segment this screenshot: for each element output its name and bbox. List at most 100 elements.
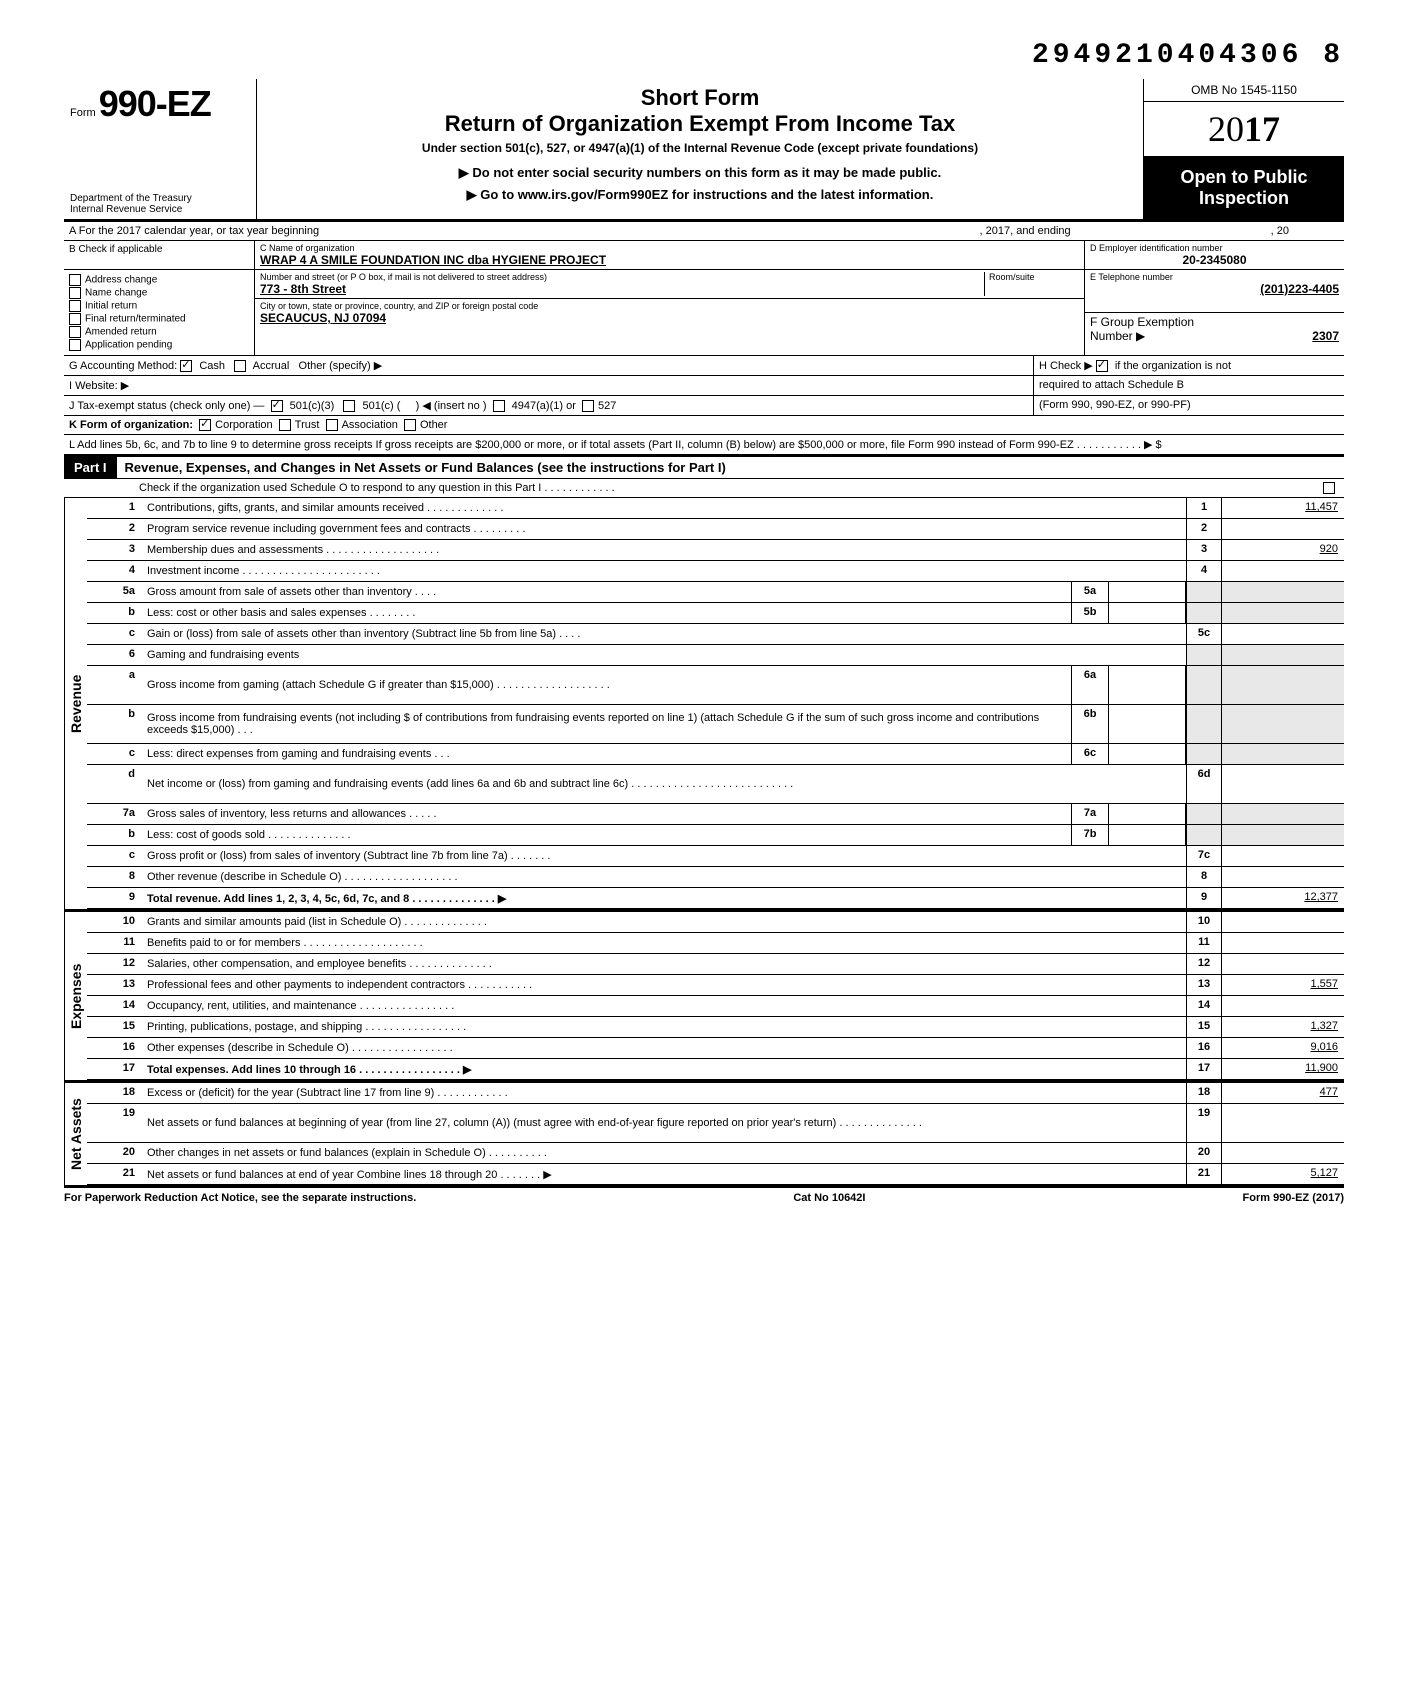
line-desc: Gross income from fundraising events (no… <box>143 705 1071 743</box>
line-number: 2 <box>87 519 143 539</box>
cb-initial-return[interactable] <box>69 300 81 312</box>
expenses-section: Expenses 10Grants and similar amounts pa… <box>64 912 1344 1083</box>
cb-cash[interactable] <box>180 360 192 372</box>
part1-label: Part I <box>64 457 117 478</box>
cb-501c[interactable] <box>343 400 355 412</box>
b-c-d-headers: B Check if applicable C Name of organiza… <box>64 241 1344 270</box>
period-mid: , 2017, and ending <box>975 222 1076 240</box>
section-e-label: E Telephone number <box>1090 272 1339 282</box>
cb-corp[interactable] <box>199 419 211 431</box>
cb-4947[interactable] <box>493 400 505 412</box>
amt-no: 9 <box>1186 888 1221 908</box>
section-j-label: J Tax-exempt status (check only one) — <box>69 400 264 412</box>
amt-val: 5,127 <box>1221 1164 1344 1184</box>
amt-no: 15 <box>1186 1017 1221 1037</box>
line-desc: Less: cost or other basis and sales expe… <box>143 603 1071 623</box>
section-g-label: G Accounting Method: <box>69 360 177 372</box>
amt-val: 1,327 <box>1221 1017 1344 1037</box>
form-prefix: Form <box>70 107 96 119</box>
cb-trust[interactable] <box>279 419 291 431</box>
amt-no: 17 <box>1186 1059 1221 1079</box>
cb-final-return[interactable] <box>69 313 81 325</box>
line-number: b <box>87 603 143 623</box>
sub-line-amount <box>1108 825 1186 845</box>
cb-527[interactable] <box>582 400 594 412</box>
line-number: b <box>87 705 143 743</box>
cb-name-change[interactable] <box>69 287 81 299</box>
row-gh: G Accounting Method: Cash Accrual Other … <box>64 356 1344 376</box>
line-desc: Less: direct expenses from gaming and fu… <box>143 744 1071 764</box>
amt-val <box>1221 603 1344 623</box>
amt-no: 3 <box>1186 540 1221 560</box>
line-number: 18 <box>87 1083 143 1103</box>
sub-line-amount <box>1108 603 1186 623</box>
sub-line-label: 6c <box>1071 744 1108 764</box>
cb-sched-b[interactable] <box>1096 360 1108 372</box>
addr-label: Number and street (or P O box, if mail i… <box>260 272 984 282</box>
room-label: Room/suite <box>989 272 1079 282</box>
amt-val <box>1221 561 1344 581</box>
row-j: J Tax-exempt status (check only one) — 5… <box>64 396 1344 416</box>
line-number: 19 <box>87 1104 143 1142</box>
line-number: 5a <box>87 582 143 602</box>
sub-line-label: 7a <box>1071 804 1108 824</box>
cb-pending[interactable] <box>69 339 81 351</box>
cb-schedule-o[interactable] <box>1323 482 1335 494</box>
amt-no <box>1186 825 1221 845</box>
amt-no: 20 <box>1186 1143 1221 1163</box>
table-row: 11Benefits paid to or for members . . . … <box>87 933 1344 954</box>
line-desc: Contributions, gifts, grants, and simila… <box>143 498 1186 518</box>
line-desc: Total revenue. Add lines 1, 2, 3, 4, 5c,… <box>143 888 1186 908</box>
cb-other[interactable] <box>404 419 416 431</box>
cb-501c3[interactable] <box>271 400 283 412</box>
line-desc: Net assets or fund balances at end of ye… <box>143 1164 1186 1184</box>
amt-no: 7c <box>1186 846 1221 866</box>
amt-val <box>1221 744 1344 764</box>
section-i-label: I Website: ▶ <box>69 380 129 392</box>
form-page: 2949210404306 8 Form 990-EZ Department o… <box>64 40 1344 1208</box>
amt-val <box>1221 645 1344 665</box>
row-k: K Form of organization: Corporation Trus… <box>64 416 1344 435</box>
amt-no: 8 <box>1186 867 1221 887</box>
amt-no <box>1186 603 1221 623</box>
year-bold: 17 <box>1244 109 1280 149</box>
sub-line-amount <box>1108 744 1186 764</box>
line-desc: Net assets or fund balances at beginning… <box>143 1104 1186 1142</box>
sub-line-amount <box>1108 705 1186 743</box>
cb-accrual[interactable] <box>234 360 246 372</box>
cb-amended[interactable] <box>69 326 81 338</box>
open-public-badge: Open to Public Inspection <box>1144 157 1344 219</box>
line-number: 8 <box>87 867 143 887</box>
section-h-text2: required to attach Schedule B <box>1039 379 1184 391</box>
amt-val <box>1221 1104 1344 1142</box>
section-d-label: D Employer identification number <box>1090 243 1339 253</box>
line-number: 1 <box>87 498 143 518</box>
line-number: 9 <box>87 888 143 908</box>
title-col: Short Form Return of Organization Exempt… <box>257 79 1143 219</box>
sub-line-amount <box>1108 582 1186 602</box>
street-addr: 773 - 8th Street <box>260 282 984 296</box>
omb-number: OMB No 1545-1150 <box>1144 79 1344 102</box>
amt-no: 12 <box>1186 954 1221 974</box>
amt-val <box>1221 1143 1344 1163</box>
footer-left: For Paperwork Reduction Act Notice, see … <box>64 1192 416 1204</box>
amt-val <box>1221 804 1344 824</box>
table-row: 17Total expenses. Add lines 10 through 1… <box>87 1059 1344 1080</box>
table-row: 14Occupancy, rent, utilities, and mainte… <box>87 996 1344 1017</box>
table-row: bGross income from fundraising events (n… <box>87 705 1344 744</box>
line-desc: Total expenses. Add lines 10 through 16 … <box>143 1059 1186 1079</box>
line-number: 4 <box>87 561 143 581</box>
cb-address-change[interactable] <box>69 274 81 286</box>
cb-assoc[interactable] <box>326 419 338 431</box>
amt-val <box>1221 705 1344 743</box>
line-number: 7a <box>87 804 143 824</box>
section-b-label: B Check if applicable <box>69 244 162 255</box>
section-f-label2: Number ▶ <box>1090 329 1145 343</box>
amt-no: 10 <box>1186 912 1221 932</box>
table-row: 7aGross sales of inventory, less returns… <box>87 804 1344 825</box>
expense-rows: 10Grants and similar amounts paid (list … <box>87 912 1344 1080</box>
table-row: bLess: cost of goods sold . . . . . . . … <box>87 825 1344 846</box>
footer-mid: Cat No 10642I <box>793 1192 865 1204</box>
line-desc: Gross income from gaming (attach Schedul… <box>143 666 1071 704</box>
part1-title: Revenue, Expenses, and Changes in Net As… <box>117 457 734 478</box>
